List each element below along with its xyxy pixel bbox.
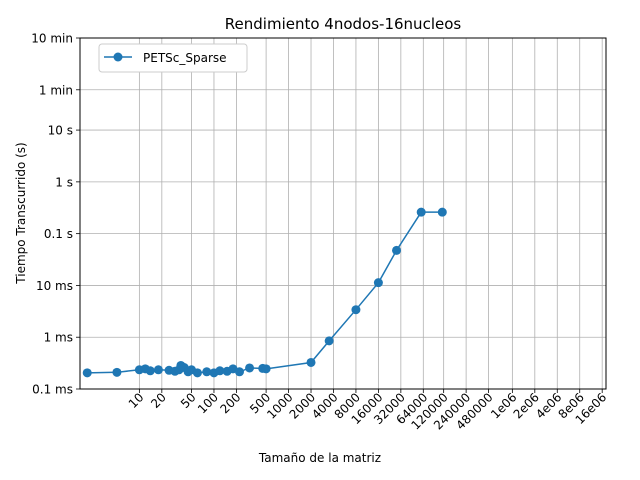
data-point (324, 336, 334, 346)
data-point (112, 367, 122, 377)
data-point (202, 367, 212, 377)
data-point (351, 305, 361, 315)
plot-frame (79, 37, 607, 390)
chart-title: Rendimiento 4nodos-16nucleos (225, 15, 462, 33)
legend: PETSc_Sparse (98, 43, 248, 73)
data-point (153, 365, 163, 375)
data-point (215, 366, 225, 376)
series-layer (82, 207, 447, 378)
data-point (145, 366, 155, 376)
legend-marker (113, 52, 123, 62)
legend-label: PETSc_Sparse (143, 51, 227, 65)
data-point (192, 368, 202, 378)
y-tick-label: 0.1 ms (32, 383, 73, 397)
y-tick-label: 10 min (31, 32, 73, 46)
data-point (416, 207, 426, 217)
y-tick-label: 10 ms (36, 279, 73, 293)
data-point (245, 363, 255, 373)
y-tick-label: 1 min (39, 83, 73, 97)
data-point (373, 278, 383, 288)
data-point (82, 368, 92, 378)
y-axis-ticks: 0.1 ms 1 ms 10 ms 0.1 s 1 s 10 s 1 min 10 min (31, 32, 80, 397)
y-axis-label: Tiempo Transcurrido (s) (14, 142, 28, 284)
y-tick-label: 10 s (48, 124, 73, 138)
data-point (437, 207, 447, 217)
y-tick-label: 1 s (55, 175, 73, 189)
data-point (261, 364, 271, 374)
data-point (306, 357, 316, 367)
x-axis-label: Tamaño de la matriz (258, 451, 381, 465)
y-tick-label: 1 ms (44, 331, 73, 345)
data-point (392, 245, 402, 255)
legend-box (98, 43, 248, 73)
y-tick-label: 0.1 s (44, 227, 73, 241)
data-point (235, 367, 245, 377)
